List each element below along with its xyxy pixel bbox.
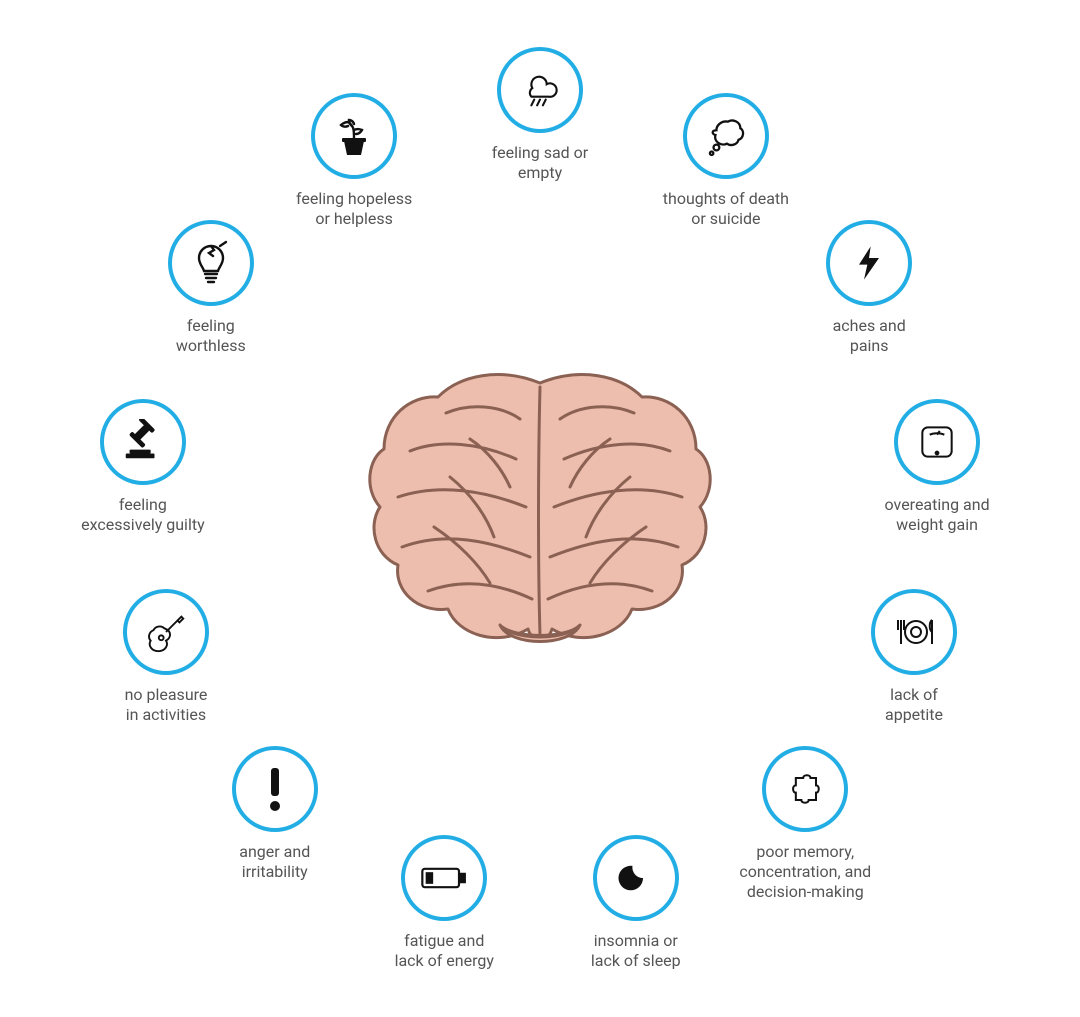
symptom-node-worthless: feeling worthless xyxy=(121,220,301,356)
symptom-label: lack of appetite xyxy=(885,685,943,725)
symptom-label: aches and pains xyxy=(833,316,906,356)
symptom-node-death: thoughts of death or suicide xyxy=(636,93,816,229)
symptom-label: feeling hopeless or helpless xyxy=(296,189,412,229)
symptom-label: feeling worthless xyxy=(176,316,246,356)
bolt-icon xyxy=(826,220,912,306)
symptom-node-memory: poor memory, concentration, and decision… xyxy=(715,746,895,902)
symptom-label: feeling excessively guilty xyxy=(81,495,204,535)
symptom-node-fatigue: fatigue and lack of energy xyxy=(354,835,534,971)
symptom-label: poor memory, concentration, and decision… xyxy=(739,842,871,902)
brain-illustration xyxy=(350,347,730,671)
symptom-label: insomnia or lack of sleep xyxy=(591,931,681,971)
guitar-icon xyxy=(123,589,209,675)
rain-cloud-icon xyxy=(497,47,583,133)
plate-icon xyxy=(871,589,957,675)
diagram-stage: feeling sad or empty thoughts of death o… xyxy=(0,0,1080,1017)
symptom-label: overeating and weight gain xyxy=(885,495,990,535)
symptom-node-hopeless: feeling hopeless or helpless xyxy=(264,93,444,229)
broken-bulb-icon xyxy=(168,220,254,306)
symptom-label: thoughts of death or suicide xyxy=(663,189,789,229)
symptom-node-pleasure: no pleasure in activities xyxy=(76,589,256,725)
exclaim-icon xyxy=(232,746,318,832)
symptom-label: feeling sad or empty xyxy=(492,143,588,183)
puzzle-icon xyxy=(762,746,848,832)
symptom-label: fatigue and lack of energy xyxy=(395,931,494,971)
symptom-node-insomnia: insomnia or lack of sleep xyxy=(546,835,726,971)
symptom-node-anger: anger and irritability xyxy=(185,746,365,882)
thought-icon xyxy=(683,93,769,179)
wilted-plant-icon xyxy=(311,93,397,179)
symptom-label: no pleasure in activities xyxy=(125,685,208,725)
scale-icon xyxy=(894,399,980,485)
gavel-icon xyxy=(100,399,186,485)
symptom-node-guilty: feeling excessively guilty xyxy=(53,399,233,535)
symptom-node-appetite: lack of appetite xyxy=(824,589,1004,725)
symptom-node-sad: feeling sad or empty xyxy=(450,47,630,183)
symptom-node-aches: aches and pains xyxy=(779,220,959,356)
symptom-label: anger and irritability xyxy=(239,842,310,882)
symptom-node-overeat: overeating and weight gain xyxy=(847,399,1027,535)
battery-icon xyxy=(401,835,487,921)
moon-icon xyxy=(593,835,679,921)
